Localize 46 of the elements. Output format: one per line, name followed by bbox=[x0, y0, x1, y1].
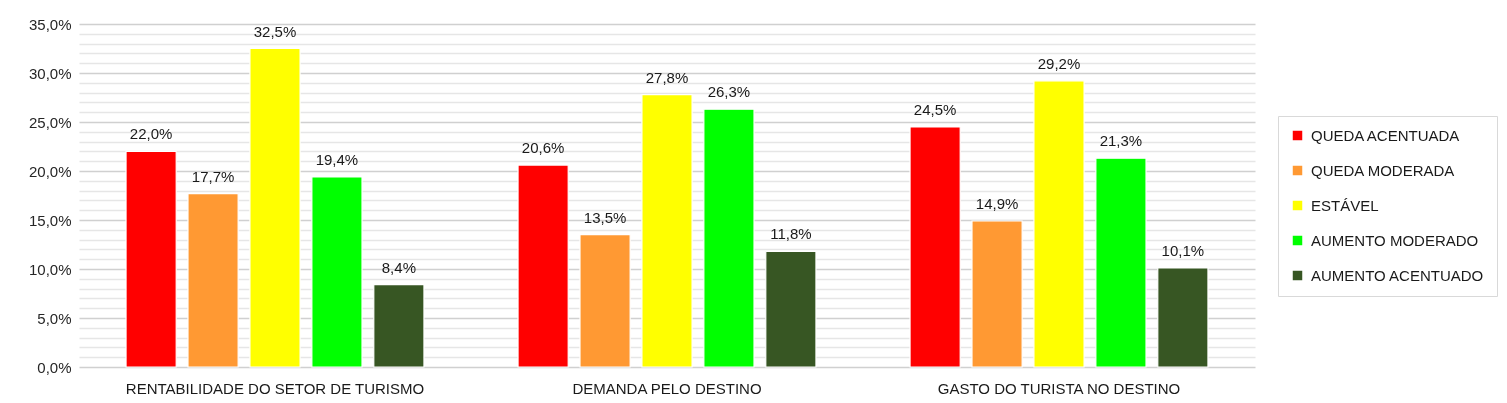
bar bbox=[1157, 267, 1209, 368]
y-tick-label: 10,0% bbox=[28, 260, 72, 278]
bar bbox=[641, 93, 693, 368]
bar bbox=[1095, 157, 1147, 368]
legend-label: AUMENTO MODERADO bbox=[1311, 231, 1479, 249]
data-label: 26,3% bbox=[707, 83, 751, 101]
x-tick-label: RENTABILIDADE DO SETOR DE TURISMO bbox=[125, 379, 425, 397]
data-label: 27,8% bbox=[645, 68, 689, 86]
bar bbox=[517, 164, 569, 368]
data-label: 19,4% bbox=[315, 150, 359, 168]
bar bbox=[373, 284, 425, 368]
bar bbox=[249, 47, 301, 368]
data-label: 8,4% bbox=[381, 258, 416, 276]
legend-label: QUEDA ACENTUADA bbox=[1311, 126, 1460, 144]
data-label: 24,5% bbox=[913, 100, 957, 118]
bar bbox=[1033, 80, 1085, 368]
y-tick-label: 20,0% bbox=[28, 162, 72, 180]
data-label: 14,9% bbox=[975, 194, 1019, 212]
x-tick-label: DEMANDA PELO DESTINO bbox=[572, 379, 762, 397]
data-label: 20,6% bbox=[521, 139, 565, 157]
x-tick-label: GASTO DO TURISTA NO DESTINO bbox=[937, 379, 1181, 397]
y-tick-label: 30,0% bbox=[28, 64, 72, 82]
bar bbox=[765, 250, 817, 368]
bar bbox=[909, 126, 961, 368]
data-label: 22,0% bbox=[129, 125, 173, 143]
y-tick-label: 15,0% bbox=[28, 211, 72, 229]
data-label: 10,1% bbox=[1161, 242, 1205, 260]
data-label: 17,7% bbox=[191, 167, 235, 185]
bar bbox=[971, 220, 1023, 368]
legend-label: AUMENTO ACENTUADO bbox=[1311, 266, 1484, 284]
bar bbox=[703, 108, 755, 368]
data-label: 13,5% bbox=[583, 208, 627, 226]
bar bbox=[311, 176, 363, 368]
legend-label: ESTÁVEL bbox=[1311, 196, 1379, 214]
bar bbox=[125, 150, 177, 368]
y-tick-label: 0,0% bbox=[37, 358, 72, 376]
data-label: 32,5% bbox=[253, 22, 297, 40]
y-tick-label: 25,0% bbox=[28, 113, 72, 131]
data-label: 11,8% bbox=[770, 225, 812, 243]
legend-label: QUEDA MODERADA bbox=[1311, 161, 1455, 179]
data-label: 29,2% bbox=[1037, 54, 1081, 72]
data-label: 21,3% bbox=[1099, 132, 1143, 150]
y-tick-label: 35,0% bbox=[28, 15, 72, 33]
y-tick-label: 5,0% bbox=[37, 309, 72, 327]
bar bbox=[579, 234, 631, 368]
bar bbox=[187, 192, 239, 368]
